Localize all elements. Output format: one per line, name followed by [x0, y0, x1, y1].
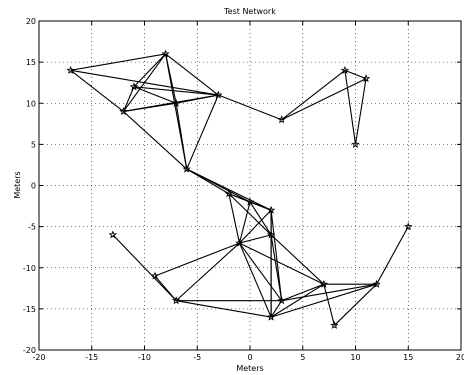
y-tick-label: -5	[28, 223, 36, 232]
y-tick-label: 15	[26, 58, 36, 67]
x-tick-label: -5	[193, 353, 201, 362]
x-tick-label: 15	[403, 353, 413, 362]
chart-title: Test Network	[223, 7, 276, 16]
y-tick-label: 5	[31, 140, 36, 149]
y-tick-label: 10	[26, 99, 36, 108]
x-tick-label: 5	[300, 353, 305, 362]
y-tick-label: -15	[23, 305, 36, 314]
x-axis-label: Meters	[236, 364, 263, 373]
y-tick-label: 0	[31, 182, 36, 191]
y-axis-label: Meters	[13, 171, 22, 198]
y-tick-label: -20	[23, 346, 36, 355]
x-tick-label: -10	[138, 353, 151, 362]
x-tick-label: 0	[247, 353, 252, 362]
y-tick-label: 20	[26, 17, 36, 26]
x-tick-label: -15	[85, 353, 98, 362]
x-tick-label: 20	[456, 353, 464, 362]
y-tick-label: -10	[23, 264, 36, 273]
x-tick-label: 10	[350, 353, 360, 362]
